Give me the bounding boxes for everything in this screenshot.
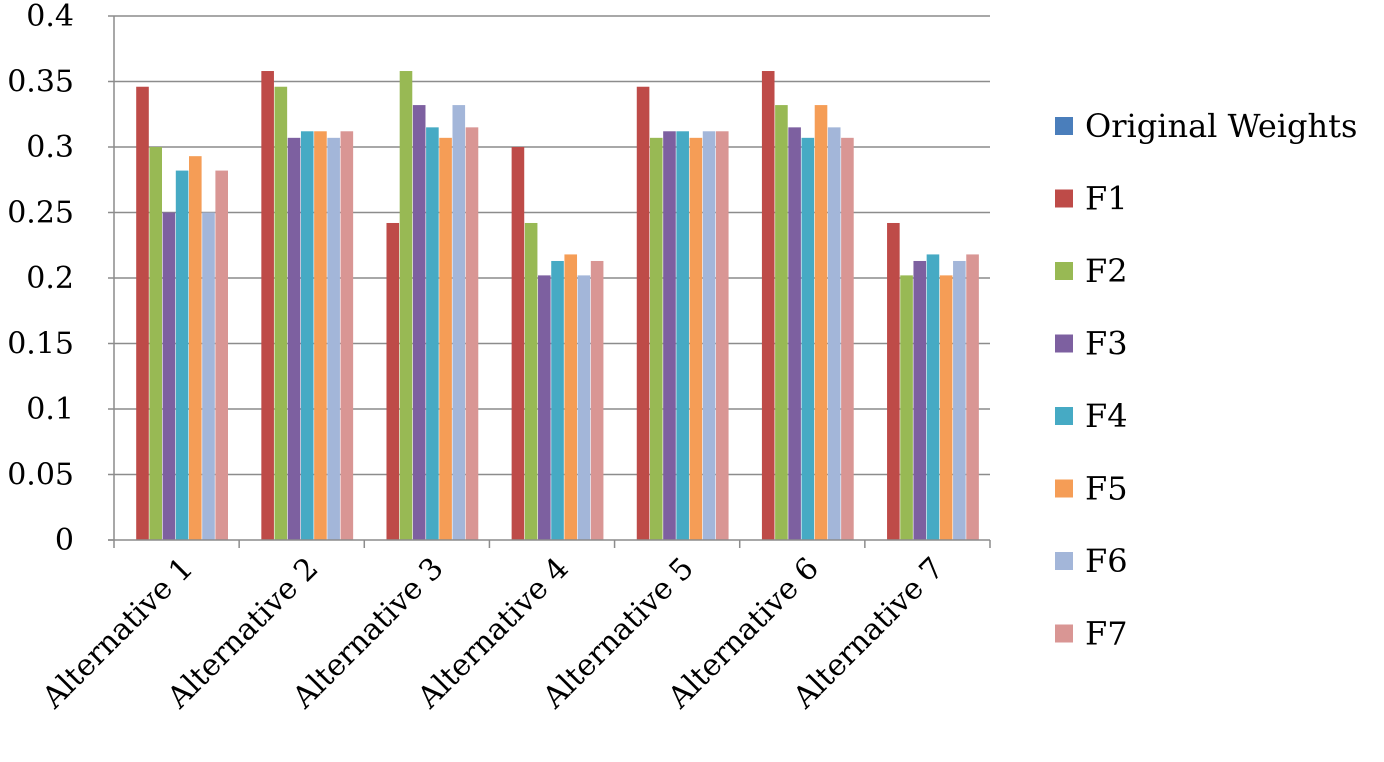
bar-f7-5 <box>715 131 729 540</box>
y-tick-label: 0 <box>55 523 74 558</box>
legend-item: F5 <box>1055 470 1128 508</box>
bar-f3-6 <box>788 127 801 540</box>
legend-item: F2 <box>1055 252 1128 290</box>
bar-f5-2 <box>314 131 327 540</box>
legend-label: F6 <box>1085 542 1128 580</box>
legend-item: F4 <box>1055 397 1128 435</box>
legend-swatch <box>1055 624 1073 643</box>
bar-f3-5 <box>663 131 676 540</box>
bar-f1-6 <box>761 71 775 541</box>
bar-f4-3 <box>426 127 439 540</box>
legend-label: F3 <box>1085 325 1128 363</box>
bar-f3-3 <box>412 105 426 540</box>
bar-f2-3 <box>399 71 413 541</box>
bar-f2-6 <box>775 105 788 540</box>
bar-f7-6 <box>841 137 854 540</box>
legend-swatch <box>1055 117 1073 135</box>
bar-f5-3 <box>439 137 452 540</box>
bar-f2-2 <box>274 86 288 541</box>
bar-f5-7 <box>939 275 953 540</box>
y-axis-tick-labels: 0 0.05 0.1 0.15 0.2 0.25 0.3 0.35 0.4 <box>7 0 74 558</box>
bar-f6-5 <box>702 131 716 540</box>
bar-f6-2 <box>327 137 340 540</box>
bar-f2-4 <box>524 222 538 541</box>
bar-f1-4 <box>511 147 525 540</box>
y-tick-label: 0.35 <box>7 65 74 100</box>
legend-label: F2 <box>1085 252 1128 290</box>
bar-f6-6 <box>827 127 841 540</box>
bar-f7-7 <box>966 254 979 541</box>
bar-f5-6 <box>814 105 828 540</box>
legend-label: F5 <box>1085 470 1128 508</box>
bar-f5-4 <box>564 254 578 541</box>
legend-swatch <box>1055 407 1073 425</box>
bar-f4-4 <box>551 260 564 540</box>
legend-label: F4 <box>1085 397 1128 435</box>
bar-f6-7 <box>953 260 966 540</box>
bar-f2-5 <box>649 137 663 540</box>
bar-f6-3 <box>452 105 466 540</box>
bars <box>136 71 979 541</box>
legend-swatch <box>1055 552 1073 570</box>
bar-f6-4 <box>577 275 591 540</box>
bar-f2-7 <box>900 275 913 540</box>
y-tick-label: 0.2 <box>26 261 74 296</box>
bar-f1-3 <box>386 222 400 541</box>
bar-f5-5 <box>689 137 703 540</box>
bar-f6-1 <box>202 212 215 540</box>
legend-swatch <box>1055 189 1073 208</box>
bar-f4-2 <box>300 131 314 540</box>
bar-f3-4 <box>538 275 551 540</box>
y-tick-label: 0.25 <box>7 196 74 231</box>
y-tick-label: 0.4 <box>26 0 74 34</box>
bar-f7-3 <box>465 127 479 540</box>
bar-f7-2 <box>340 131 354 540</box>
y-tick-label: 0.3 <box>26 130 74 165</box>
bar-f7-1 <box>215 170 228 540</box>
axes <box>108 15 991 548</box>
bar-f4-5 <box>676 131 689 540</box>
legend-item: F1 <box>1055 180 1128 218</box>
bar-f2-1 <box>149 147 162 540</box>
bar-f3-7 <box>913 260 927 540</box>
bar-f1-1 <box>136 86 149 541</box>
y-tick-label: 0.05 <box>7 458 74 493</box>
bar-f1-2 <box>261 71 274 541</box>
y-tick-label: 0.1 <box>26 392 74 427</box>
legend-swatch <box>1055 334 1073 353</box>
legend-item: F7 <box>1055 615 1128 653</box>
legend-label: F7 <box>1085 615 1128 653</box>
legend-label: F1 <box>1085 180 1128 218</box>
bar-f4-6 <box>801 137 815 540</box>
legend-item: Original Weights <box>1055 107 1357 145</box>
bar-f7-4 <box>590 260 604 540</box>
legend: Original Weights F1 F2 F3 F4 F5 F6 F7 <box>1055 107 1357 653</box>
bar-f3-1 <box>162 212 176 540</box>
legend-swatch <box>1055 479 1073 498</box>
bar-f4-1 <box>175 170 189 540</box>
bar-f1-5 <box>636 86 650 541</box>
legend-item: F3 <box>1055 325 1128 363</box>
legend-label: Original Weights <box>1085 107 1357 145</box>
bar-f3-2 <box>287 137 301 540</box>
bar-f1-7 <box>887 222 900 541</box>
legend-item: F6 <box>1055 542 1128 580</box>
bar-f4-7 <box>926 254 940 541</box>
bar-f5-1 <box>189 156 202 541</box>
y-tick-label: 0.15 <box>7 327 74 362</box>
legend-swatch <box>1055 262 1073 280</box>
